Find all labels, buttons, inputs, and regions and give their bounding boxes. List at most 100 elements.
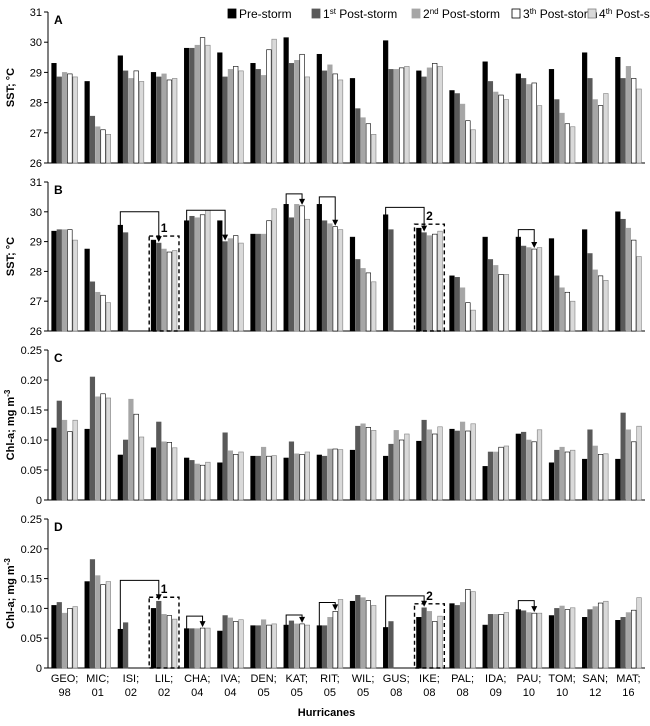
- bar: [266, 624, 272, 669]
- bar: [89, 559, 96, 669]
- y-tick-label: 28: [30, 266, 42, 278]
- bar: [548, 615, 555, 669]
- bar: [299, 623, 305, 669]
- legend-label: 1st Post-storm: [323, 7, 397, 21]
- bar: [283, 37, 289, 164]
- bar: [349, 236, 356, 332]
- bar: [393, 430, 399, 501]
- x-tick-label: IVA;: [220, 673, 240, 685]
- bar: [360, 117, 366, 164]
- x-tick-label: MIC;: [86, 673, 109, 685]
- legend-item: 4th Post-storm: [587, 7, 650, 21]
- bar: [233, 454, 239, 501]
- x-tick-label: LIL;: [155, 673, 173, 685]
- bar: [365, 123, 371, 164]
- arrow-head: [332, 604, 339, 611]
- bar: [138, 81, 145, 164]
- annotation-box: [413, 603, 446, 669]
- bar: [304, 451, 310, 501]
- bar: [205, 210, 211, 332]
- bar: [61, 419, 68, 501]
- bar: [631, 239, 637, 332]
- arrow-head: [222, 234, 229, 241]
- bar: [67, 431, 73, 501]
- bar: [322, 220, 328, 332]
- arrow-head: [299, 198, 306, 205]
- bar: [597, 275, 604, 332]
- legend: Pre-storm 1st Post-storm 2nd Post-storm 3th…: [227, 7, 650, 21]
- y-tick-label: 0.05: [21, 633, 42, 645]
- x-tick-label: MAT;: [616, 673, 640, 685]
- bar: [615, 211, 621, 332]
- bar: [199, 627, 206, 669]
- bar: [138, 436, 145, 501]
- bar: [388, 443, 394, 501]
- bar: [454, 277, 460, 332]
- bar: [238, 619, 244, 669]
- annotation-label: 1: [161, 582, 168, 596]
- bar: [437, 66, 443, 164]
- bar: [493, 91, 499, 164]
- bar: [603, 600, 609, 669]
- bar: [432, 433, 438, 501]
- x-tick-label-year: 02: [125, 687, 137, 699]
- panel-letter: C: [54, 351, 63, 365]
- bar: [105, 397, 111, 501]
- bar: [222, 615, 228, 669]
- bar: [582, 617, 588, 669]
- bar: [432, 621, 438, 669]
- bar: [426, 235, 433, 332]
- bar: [482, 61, 488, 164]
- bar: [316, 454, 322, 501]
- bar: [61, 612, 68, 669]
- x-tick-label: CHA;: [184, 673, 210, 685]
- bar: [316, 204, 322, 332]
- bar: [89, 115, 96, 164]
- legend-item: 2nd Post-storm: [411, 7, 500, 21]
- bar: [95, 575, 101, 669]
- bar: [587, 429, 593, 501]
- bar: [349, 449, 356, 501]
- bar: [304, 218, 310, 332]
- bar: [564, 451, 570, 501]
- bar: [288, 63, 295, 164]
- bar: [294, 204, 300, 332]
- bar: [189, 628, 195, 669]
- bar: [172, 618, 178, 669]
- bar: [217, 462, 223, 501]
- bar: [150, 608, 157, 669]
- bar: [166, 79, 172, 164]
- bar: [349, 600, 356, 669]
- bar: [526, 612, 532, 669]
- x-tick-label-year: 01: [92, 687, 104, 699]
- panel-letter: B: [54, 183, 63, 197]
- x-tick-label-year: 08: [390, 687, 402, 699]
- bar: [404, 433, 410, 501]
- bar: [421, 419, 427, 501]
- bar: [515, 433, 521, 501]
- bar: [266, 220, 272, 332]
- bar: [283, 204, 289, 332]
- bar: [189, 460, 195, 501]
- bar: [360, 423, 366, 501]
- y-axis-title: SST; °C: [5, 68, 17, 107]
- annotation-label: 1: [161, 221, 168, 235]
- bar: [570, 300, 576, 332]
- bar: [199, 464, 206, 501]
- bar: [205, 461, 211, 501]
- bar: [227, 238, 234, 332]
- x-tick-label-year: 04: [224, 687, 236, 699]
- bar: [564, 291, 570, 332]
- bar: [304, 624, 310, 669]
- bar: [615, 620, 621, 669]
- bar: [61, 72, 68, 164]
- bar: [437, 426, 443, 501]
- arrow-head: [531, 242, 538, 249]
- bar: [371, 281, 377, 332]
- bar: [548, 238, 555, 332]
- bar: [184, 47, 190, 164]
- bar: [515, 609, 521, 669]
- bar: [316, 53, 322, 164]
- bar: [636, 597, 642, 669]
- bar: [51, 605, 57, 669]
